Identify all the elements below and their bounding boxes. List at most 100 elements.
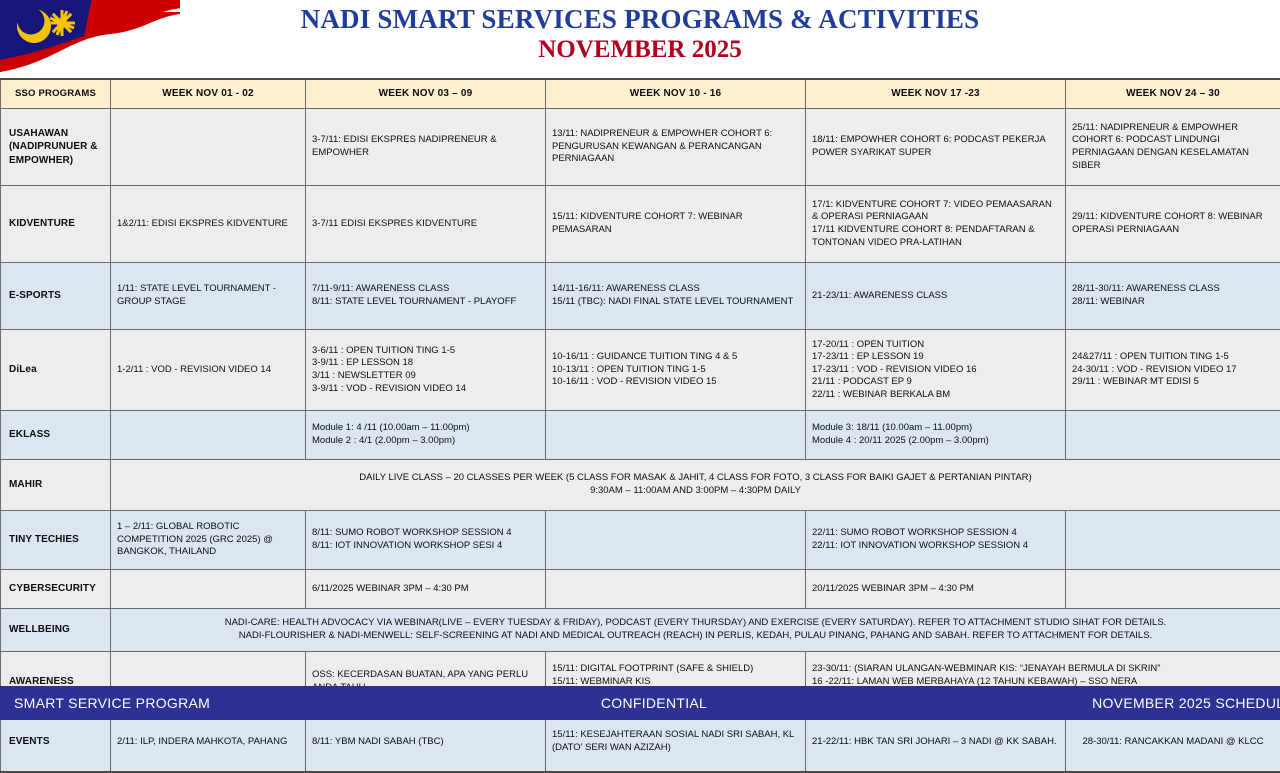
schedule-cell: 13/11: NADIPRENEUR & EMPOWHER COHORT 6: … bbox=[546, 109, 806, 186]
schedule-page: NADI SMART SERVICES PROGRAMS & ACTIVITIE… bbox=[0, 0, 1280, 720]
schedule-cell: 8/11: SUMO ROBOT WORKSHOP SESSION 4 8/11… bbox=[306, 511, 546, 570]
schedule-cell: 10-16/11 : GUIDANCE TUITION TING 4 & 5 1… bbox=[546, 330, 806, 411]
cell-text: 17/1: KIDVENTURE COHORT 7: VIDEO PEMAASA… bbox=[812, 199, 1059, 249]
cell-text: 7/11-9/11: AWARENESS CLASS 8/11: STATE L… bbox=[312, 283, 539, 308]
page-title: NADI SMART SERVICES PROGRAMS & ACTIVITIE… bbox=[0, 4, 1280, 35]
cell-text: 8/11: YBM NADI SABAH (TBC) bbox=[312, 736, 539, 749]
schedule-cell: 1/11: STATE LEVEL TOURNAMENT - GROUP STA… bbox=[111, 263, 306, 330]
cell-text: DAILY LIVE CLASS – 20 CLASSES PER WEEK (… bbox=[117, 472, 1274, 497]
schedule-cell: 1 – 2/11: GLOBAL ROBOTIC COMPETITION 202… bbox=[111, 511, 306, 570]
program-label: EVENTS bbox=[1, 713, 111, 773]
cell-text: NADI-CARE: HEALTH ADVOCACY VIA WEBINAR(L… bbox=[117, 617, 1274, 642]
schedule-cell: 24&27/11 : OPEN TUITION TING 1-5 24-30/1… bbox=[1066, 330, 1280, 411]
cell-text: 14/11-16/11: AWARENESS CLASS 15/11 (TBC)… bbox=[552, 283, 799, 308]
table-row: CYBERSECURITY 6/11/2025 WEBINAR 3PM – 4:3… bbox=[1, 570, 1280, 609]
schedule-cell: 2/11: ILP, INDERA MAHKOTA, PAHANG bbox=[111, 713, 306, 773]
cell-text: 18/11: EMPOWHER COHORT 6: PODCAST PEKERJ… bbox=[812, 134, 1059, 159]
column-header-week-5: WEEK NOV 24 – 30 bbox=[1066, 79, 1280, 109]
cell-text: 13/11: NADIPRENEUR & EMPOWHER COHORT 6: … bbox=[552, 128, 799, 166]
cell-text: 8/11: SUMO ROBOT WORKSHOP SESSION 4 8/11… bbox=[312, 527, 539, 552]
program-label: KIDVENTURE bbox=[1, 186, 111, 263]
cell-text: 24&27/11 : OPEN TUITION TING 1-5 24-30/1… bbox=[1072, 351, 1274, 389]
cell-text: 3-7/11 EDISI EKSPRES KIDVENTURE bbox=[312, 218, 539, 231]
cell-text: 1&2/11: EDISI EKSPRES KIDVENTURE bbox=[117, 218, 299, 231]
cell-text: Module 3: 18/11 (10.00am – 11.00pm) Modu… bbox=[812, 422, 1059, 447]
table-header: SSO PROGRAMS WEEK NOV 01 - 02 WEEK NOV 0… bbox=[1, 79, 1280, 109]
program-label: WELLBEING bbox=[1, 609, 111, 652]
cell-text: 21-22/11: HBK TAN SRI JOHARI – 3 NADI @ … bbox=[812, 736, 1059, 749]
schedule-cell: 6/11/2025 WEBINAR 3PM – 4:30 PM bbox=[306, 570, 546, 609]
schedule-cell bbox=[111, 570, 306, 609]
schedule-cell: 8/11: YBM NADI SABAH (TBC) bbox=[306, 713, 546, 773]
cell-text: 25/11: NADIPRENEUR & EMPOWHER COHORT 6: … bbox=[1072, 122, 1274, 172]
schedule-cell: 1-2/11 : VOD - REVISION VIDEO 14 bbox=[111, 330, 306, 411]
table-row: EVENTS 2/11: ILP, INDERA MAHKOTA, PAHANG 8… bbox=[1, 713, 1280, 773]
cell-text: 6/11/2025 WEBINAR 3PM – 4:30 PM bbox=[312, 583, 539, 596]
schedule-cell: 14/11-16/11: AWARENESS CLASS 15/11 (TBC)… bbox=[546, 263, 806, 330]
footer-right-label: NOVEMBER 2025 SCHEDULE bbox=[872, 695, 1280, 711]
column-header-sso-programs: SSO PROGRAMS bbox=[1, 79, 111, 109]
program-label: TINY TECHIES bbox=[1, 511, 111, 570]
schedule-cell bbox=[546, 411, 806, 460]
page-footer: SMART SERVICE PROGRAM CONFIDENTIAL NOVEM… bbox=[0, 686, 1280, 720]
schedule-cell bbox=[111, 109, 306, 186]
cell-text: 15/11: KESEJAHTERAAN SOSIAL NADI SRI SAB… bbox=[552, 729, 799, 754]
program-label: DiLea bbox=[1, 330, 111, 411]
table-row: KIDVENTURE 1&2/11: EDISI EKSPRES KIDVENTU… bbox=[1, 186, 1280, 263]
schedule-cell: 15/11: KIDVENTURE COHORT 7: WEBINAR PEMA… bbox=[546, 186, 806, 263]
schedule-cell: 1&2/11: EDISI EKSPRES KIDVENTURE bbox=[111, 186, 306, 263]
schedule-cell: 20/11/2025 WEBINAR 3PM – 4:30 PM bbox=[806, 570, 1066, 609]
schedule-cell: 3-7/11 EDISI EKSPRES KIDVENTURE bbox=[306, 186, 546, 263]
cell-text: 15/11: KIDVENTURE COHORT 7: WEBINAR PEMA… bbox=[552, 211, 799, 236]
schedule-cell: 3-6/11 : OPEN TUITION TING 1-5 3-9/11 : … bbox=[306, 330, 546, 411]
page-subtitle: NOVEMBER 2025 bbox=[0, 36, 1280, 65]
schedule-cell: 7/11-9/11: AWARENESS CLASS 8/11: STATE L… bbox=[306, 263, 546, 330]
schedule-cell bbox=[1066, 411, 1280, 460]
cell-text: 20/11/2025 WEBINAR 3PM – 4:30 PM bbox=[812, 583, 1059, 596]
cell-text: 3-6/11 : OPEN TUITION TING 1-5 3-9/11 : … bbox=[312, 345, 539, 395]
schedule-cell bbox=[546, 511, 806, 570]
schedule-cell: 29/11: KIDVENTURE COHORT 8: WEBINAR OPER… bbox=[1066, 186, 1280, 263]
column-header-week-4: WEEK NOV 17 -23 bbox=[806, 79, 1066, 109]
cell-text: 1/11: STATE LEVEL TOURNAMENT - GROUP STA… bbox=[117, 283, 299, 308]
schedule-cell: NADI-CARE: HEALTH ADVOCACY VIA WEBINAR(L… bbox=[111, 609, 1280, 652]
table-body: USAHAWAN (NADIPRUNUER & EMPOWHER)3-7/11:… bbox=[1, 109, 1280, 773]
cell-text: 28/11-30/11: AWARENESS CLASS 28/11: WEBI… bbox=[1072, 283, 1274, 308]
program-label: CYBERSECURITY bbox=[1, 570, 111, 609]
program-label: E-SPORTS bbox=[1, 263, 111, 330]
schedule-cell: Module 1: 4 /11 (10.00am – 11.00pm) Modu… bbox=[306, 411, 546, 460]
cell-text: 3-7/11: EDISI EKSPRES NADIPRENEUR & EMPO… bbox=[312, 134, 539, 159]
footer-left-label: SMART SERVICE PROGRAM bbox=[0, 695, 436, 711]
schedule-cell: DAILY LIVE CLASS – 20 CLASSES PER WEEK (… bbox=[111, 460, 1280, 511]
cell-text: 2/11: ILP, INDERA MAHKOTA, PAHANG bbox=[117, 736, 299, 749]
program-label: MAHIR bbox=[1, 460, 111, 511]
cell-text: Module 1: 4 /11 (10.00am – 11.00pm) Modu… bbox=[312, 422, 539, 447]
column-header-week-1: WEEK NOV 01 - 02 bbox=[111, 79, 306, 109]
schedule-table: SSO PROGRAMS WEEK NOV 01 - 02 WEEK NOV 0… bbox=[0, 78, 1280, 773]
cell-text: 22/11: SUMO ROBOT WORKSHOP SESSION 4 22/… bbox=[812, 527, 1059, 552]
schedule-cell: 28-30/11: RANCAKKAN MADANI @ KLCC bbox=[1066, 713, 1280, 773]
column-header-week-2: WEEK NOV 03 – 09 bbox=[306, 79, 546, 109]
schedule-cell bbox=[546, 570, 806, 609]
cell-text: 10-16/11 : GUIDANCE TUITION TING 4 & 5 1… bbox=[552, 351, 799, 389]
cell-text: 17-20/11 : OPEN TUITION 17-23/11 : EP LE… bbox=[812, 339, 1059, 402]
cell-text: 1-2/11 : VOD - REVISION VIDEO 14 bbox=[117, 364, 299, 377]
table-row: DiLea 1-2/11 : VOD - REVISION VIDEO 14 3-6… bbox=[1, 330, 1280, 411]
cell-text: 21-23/11: AWARENESS CLASS bbox=[812, 290, 1059, 303]
schedule-cell bbox=[111, 411, 306, 460]
schedule-cell: 21-22/11: HBK TAN SRI JOHARI – 3 NADI @ … bbox=[806, 713, 1066, 773]
schedule-cell: 17/1: KIDVENTURE COHORT 7: VIDEO PEMAASA… bbox=[806, 186, 1066, 263]
cell-text: 29/11: KIDVENTURE COHORT 8: WEBINAR OPER… bbox=[1072, 211, 1274, 236]
table-row: USAHAWAN (NADIPRUNUER & EMPOWHER)3-7/11:… bbox=[1, 109, 1280, 186]
page-header: NADI SMART SERVICES PROGRAMS & ACTIVITIE… bbox=[0, 0, 1280, 78]
schedule-cell: 21-23/11: AWARENESS CLASS bbox=[806, 263, 1066, 330]
header-titles: NADI SMART SERVICES PROGRAMS & ACTIVITIE… bbox=[0, 0, 1280, 65]
schedule-cell: 3-7/11: EDISI EKSPRES NADIPRENEUR & EMPO… bbox=[306, 109, 546, 186]
schedule-cell bbox=[1066, 570, 1280, 609]
cell-text: 1 – 2/11: GLOBAL ROBOTIC COMPETITION 202… bbox=[117, 521, 299, 559]
